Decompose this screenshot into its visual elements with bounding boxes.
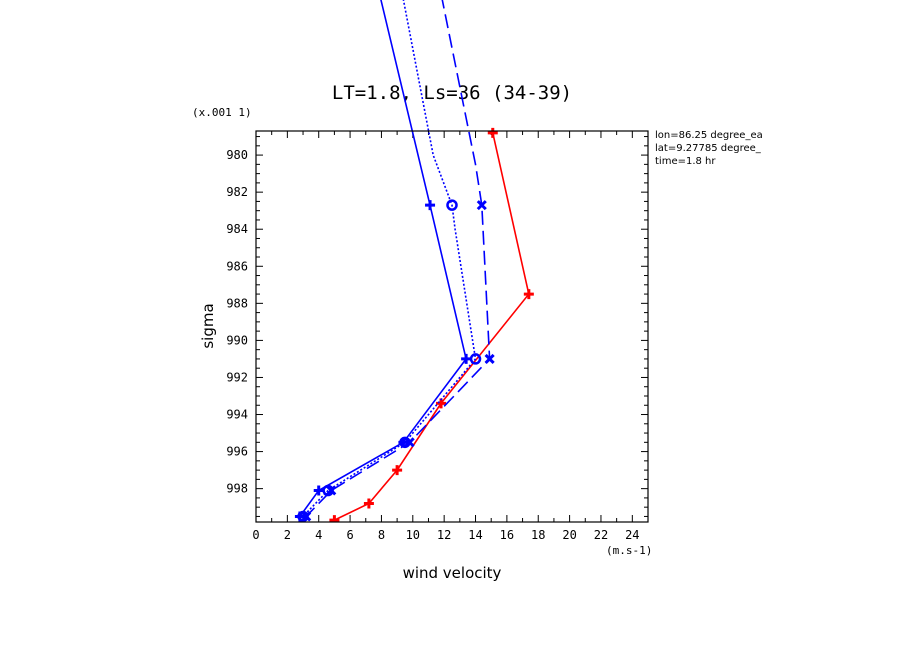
x-tick-label: 22 (594, 528, 608, 542)
x-tick-label: 14 (468, 528, 482, 542)
data-point (484, 353, 495, 364)
x-tick-label: 10 (406, 528, 420, 542)
data-point (313, 485, 324, 496)
y-tick-label: 980 (226, 148, 248, 162)
y-tick-label: 998 (226, 482, 248, 496)
series-3 (301, 0, 495, 522)
data-point (487, 127, 498, 138)
series-0 (329, 127, 534, 522)
y-tick-label: 984 (226, 222, 248, 236)
data-point (326, 485, 337, 496)
x-tick-label: 0 (252, 528, 259, 542)
x-tick-label: 6 (346, 528, 353, 542)
plot-frame (255, 130, 649, 523)
series-line (299, 0, 467, 517)
y-tick-label: 996 (226, 445, 248, 459)
x-units-label: (m.s-1) (606, 544, 652, 557)
info-line-lon: lon=86.25 degree_ea (655, 130, 763, 141)
y-tick-label: 990 (226, 333, 248, 347)
info-block-mask (780, 126, 904, 170)
y-tick-label: 982 (226, 185, 248, 199)
series-line (305, 0, 491, 517)
x-tick-label: 2 (284, 528, 291, 542)
data-point (404, 437, 415, 448)
x-tick-label: 20 (562, 528, 576, 542)
info-line-time: time=1.8 hr (655, 156, 716, 167)
axis-ticks: 0 2 4 6 8 10 12 14 16 18 20 22 249809829849869889909… (226, 131, 649, 542)
x-tick-label: 4 (315, 528, 322, 542)
data-point (461, 353, 472, 364)
data-point (329, 515, 340, 522)
series-1 (294, 0, 472, 522)
info-line-lat: lat=9.27785 degree_ (655, 143, 762, 154)
data-point (476, 200, 487, 211)
series-layer (294, 0, 534, 522)
data-point (469, 353, 482, 365)
x-tick-label: 18 (531, 528, 545, 542)
x-tick-label: 24 (625, 528, 639, 542)
y-scale-note: (x.001 1) (192, 106, 252, 119)
series-line (334, 132, 530, 521)
data-point (446, 199, 458, 211)
data-point (523, 289, 534, 300)
y-axis-label: sigma (199, 303, 217, 348)
chart-title: LT=1.8, Ls=36 (34-39) (332, 82, 572, 104)
data-point (363, 498, 374, 509)
series-line (302, 0, 477, 517)
y-tick-label: 994 (226, 408, 248, 422)
data-point (301, 511, 312, 522)
x-tick-label: 12 (437, 528, 451, 542)
y-tick-label: 988 (226, 296, 248, 310)
data-point (425, 200, 436, 211)
series-2 (297, 0, 482, 522)
x-axis-label: wind velocity (403, 564, 502, 582)
x-tick-label: 16 (500, 528, 514, 542)
info-block: lon=86.25 degree_ea lat=9.27785 degree_ … (655, 130, 763, 167)
x-tick-label: 8 (378, 528, 385, 542)
y-tick-label: 992 (226, 370, 248, 384)
y-tick-label: 986 (226, 259, 248, 273)
data-point (392, 465, 403, 476)
